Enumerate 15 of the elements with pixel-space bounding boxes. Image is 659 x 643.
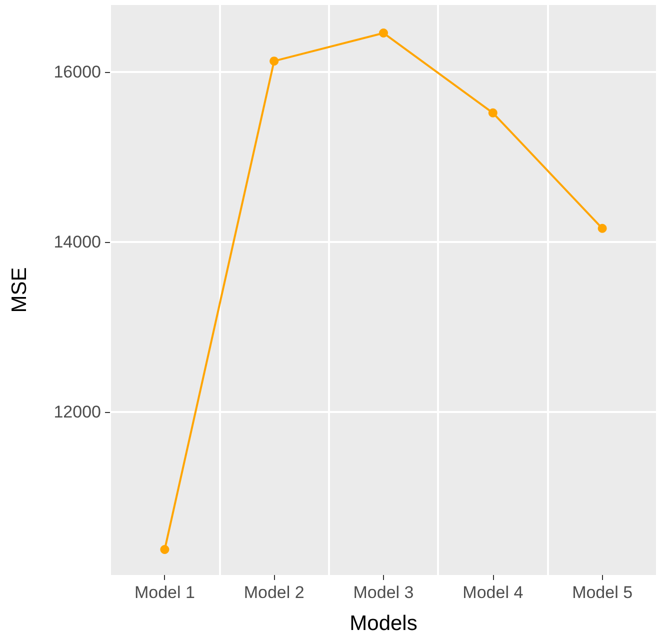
point <box>270 56 279 66</box>
x-tick-label: Model 3 <box>353 583 414 602</box>
y-tick-label: 12000 <box>54 402 101 422</box>
y-tick-label: 14000 <box>54 232 101 252</box>
point <box>598 224 607 233</box>
x-tick-label: Model 2 <box>244 583 304 602</box>
y-axis-title: MSE <box>8 267 31 313</box>
point <box>488 108 498 118</box>
x-tick-label: Model 5 <box>572 583 633 602</box>
x-tick-label: Model 1 <box>134 583 195 602</box>
y-tick-label: 16000 <box>54 62 101 82</box>
x-axis-title: Models <box>350 612 418 635</box>
point <box>379 28 388 38</box>
x-tick-label: Model 4 <box>462 583 524 602</box>
point <box>160 545 170 554</box>
